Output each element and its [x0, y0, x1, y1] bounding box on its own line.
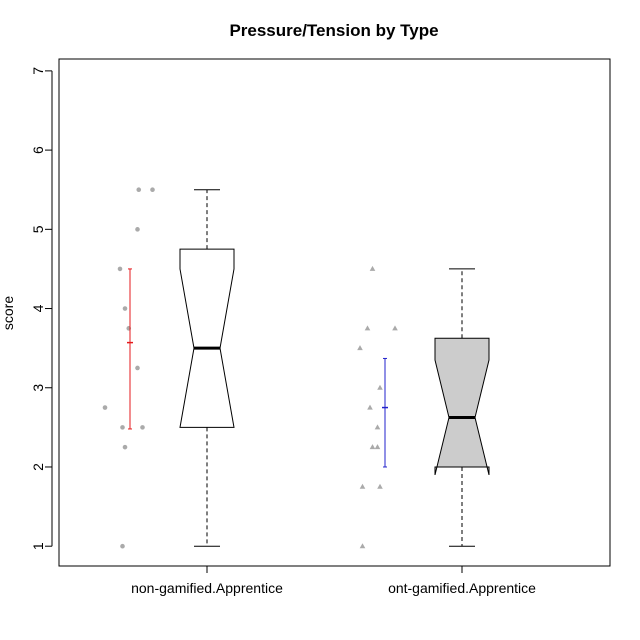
- data-point: [140, 425, 145, 430]
- chart-title: Pressure/Tension by Type: [229, 21, 438, 40]
- x-tick-label: non-gamified.Apprentice: [131, 580, 283, 596]
- y-tick-label: 6: [30, 146, 46, 154]
- data-point: [377, 384, 383, 390]
- y-tick-label: 1: [30, 542, 46, 550]
- y-tick-label: 4: [30, 304, 46, 312]
- box-group: [357, 265, 490, 549]
- y-tick-label: 7: [30, 67, 46, 75]
- y-axis-label: score: [0, 296, 16, 330]
- y-tick-label: 3: [30, 384, 46, 392]
- x-tick-label: ont-gamified.Apprentice: [388, 580, 536, 596]
- data-point: [120, 425, 125, 430]
- data-point: [359, 543, 366, 549]
- data-point: [120, 543, 125, 549]
- notched-box: [434, 337, 490, 476]
- data-point: [367, 404, 373, 410]
- data-point: [117, 266, 123, 272]
- data-point: [364, 325, 371, 331]
- data-point: [374, 444, 381, 450]
- data-point: [369, 265, 376, 271]
- data-point: [122, 306, 128, 311]
- y-tick-label: 5: [30, 225, 46, 233]
- data-point: [392, 325, 398, 331]
- plot-area: [102, 187, 490, 549]
- box-group: [102, 187, 235, 549]
- data-point: [136, 187, 142, 193]
- plot-frame: [58, 58, 611, 567]
- y-axis: 1 2 3 4 5 6 7: [30, 67, 53, 550]
- data-point: [135, 365, 140, 371]
- y-tick-label: 2: [30, 463, 46, 471]
- data-point: [122, 444, 128, 450]
- data-point: [374, 424, 381, 430]
- data-point: [377, 483, 383, 489]
- x-axis: non-gamified.Apprentice ont-gamified.Appr…: [131, 565, 536, 596]
- notched-box: [179, 248, 235, 428]
- data-point: [102, 405, 108, 410]
- data-point: [369, 444, 376, 450]
- data-point: [135, 227, 140, 232]
- data-point: [150, 187, 155, 193]
- data-point: [359, 483, 366, 489]
- data-point: [357, 345, 363, 351]
